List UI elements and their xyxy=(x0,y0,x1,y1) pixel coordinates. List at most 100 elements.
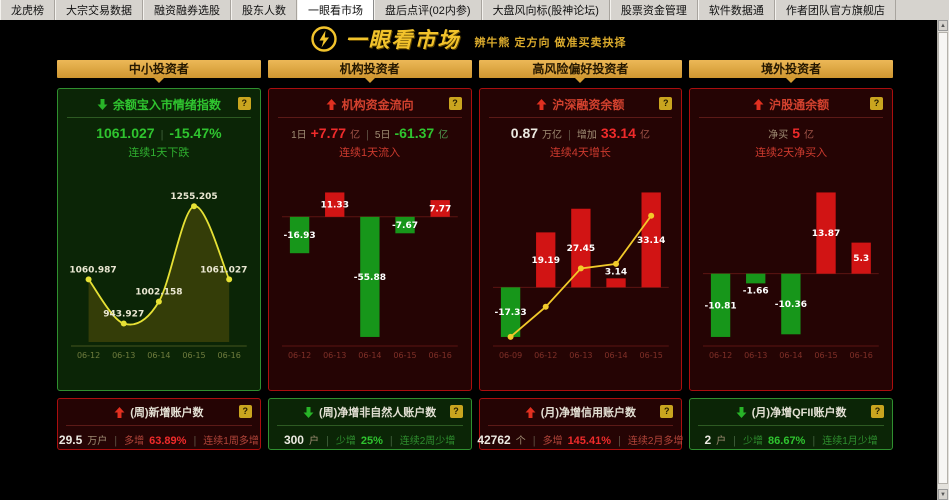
value-part: 户 xyxy=(308,436,319,447)
svg-text:1061.027: 1061.027 xyxy=(200,265,247,275)
hk-connect-bar-chart: 06-12 06-13 06-14 06-15 06-16 -10.81 -1.66 -10.… xyxy=(699,162,883,362)
value-separator: | xyxy=(160,129,164,141)
panel-weekly-non-natural-accounts: (周)净增非自然人账户数 ? 300 户 | 少增 25% | 连续2周少增 xyxy=(267,398,472,450)
svg-text:06-14: 06-14 xyxy=(780,351,803,360)
svg-text:1060.987: 1060.987 xyxy=(69,265,116,275)
value-part: 连续1月少增 xyxy=(822,436,878,447)
help-icon[interactable]: ? xyxy=(449,405,463,418)
tab-大盘风向标(股神论坛)[interactable]: 大盘风向标(股神论坛) xyxy=(481,0,610,20)
svg-text:06-16: 06-16 xyxy=(218,351,241,360)
tab-软件数据通[interactable]: 软件数据通 xyxy=(697,0,775,20)
tab-股票资金管理[interactable]: 股票资金管理 xyxy=(609,0,698,20)
value-part: 连续2周少增 xyxy=(399,436,456,447)
svg-text:06-13: 06-13 xyxy=(744,351,767,360)
help-icon[interactable]: ? xyxy=(870,97,883,110)
value-part: 少增 xyxy=(335,436,356,447)
tab-大宗交易数据[interactable]: 大宗交易数据 xyxy=(55,0,143,20)
panel-title: 沪股通余额 xyxy=(769,97,830,112)
column-header-foreign: 境外投资者 xyxy=(689,60,893,83)
svg-text:1255.205: 1255.205 xyxy=(170,192,217,202)
value-part: 86.67% xyxy=(768,435,806,447)
panel-title: (周)净增非自然人账户数 xyxy=(318,407,437,419)
value-part: 多增 xyxy=(124,436,145,447)
margin-balance-bar-line-chart: 06-09 06-12 06-13 06-14 06-15 -17.33 19.19 27.4… xyxy=(489,162,673,362)
value-part: -15.47% xyxy=(169,125,222,141)
up-arrow-icon xyxy=(753,98,764,110)
value-part: 亿 xyxy=(350,130,361,141)
value-separator: | xyxy=(812,435,816,447)
tab-股东人数[interactable]: 股东人数 xyxy=(231,0,297,20)
svg-text:-10.81: -10.81 xyxy=(705,301,737,311)
value-part: 少增 xyxy=(743,436,764,447)
up-arrow-icon xyxy=(326,98,337,110)
svg-text:-1.66: -1.66 xyxy=(743,286,769,296)
value-part: 5日 xyxy=(374,130,391,141)
tab-盘后点评(02内参)[interactable]: 盘后点评(02内参) xyxy=(374,0,482,20)
value-part: 净买 xyxy=(768,130,789,141)
panel-values: 净买 5 亿 xyxy=(699,125,883,141)
svg-text:06-12: 06-12 xyxy=(288,351,311,360)
svg-text:7.77: 7.77 xyxy=(429,204,451,214)
svg-text:06-15: 06-15 xyxy=(639,351,662,360)
column-foreign-investors: 境外投资者 沪股通余额 ? 净买 5 亿 连续2天净买入 06-12 06-13 06-… xyxy=(689,60,893,450)
panel-values: 1日 +7.77 亿 | 5日 -61.37 亿 xyxy=(278,125,462,141)
panel-institutional-fund-flow: 机构资金流向 ? 1日 +7.77 亿 | 5日 -61.37 亿 连续1天流入 06-12… xyxy=(267,88,472,391)
svg-text:06-12: 06-12 xyxy=(534,351,557,360)
value-part: 2 xyxy=(704,433,712,447)
panel-title: 机构资金流向 xyxy=(341,97,414,112)
tab-一眼看市场[interactable]: 一眼看市场 xyxy=(297,0,374,20)
help-icon[interactable]: ? xyxy=(238,405,252,418)
svg-text:06-14: 06-14 xyxy=(358,351,381,360)
help-icon[interactable]: ? xyxy=(659,97,673,110)
scrollbar-up-arrow-icon[interactable]: ▲ xyxy=(938,20,948,31)
svg-text:33.14: 33.14 xyxy=(636,236,664,246)
help-icon[interactable]: ? xyxy=(448,97,462,110)
value-part: -61.37 xyxy=(394,125,435,141)
panel-monthly-credit-accounts: (月)净增信用账户数 ? 42762 个 | 多增 145.41% | 连续2月多增 xyxy=(477,398,683,450)
value-part: 25% xyxy=(360,435,383,447)
help-icon[interactable]: ? xyxy=(237,97,251,110)
divider xyxy=(67,117,251,118)
value-separator: | xyxy=(733,435,737,447)
value-part: 多增 xyxy=(542,436,563,447)
svg-text:11.33: 11.33 xyxy=(320,201,348,211)
svg-text:5.3: 5.3 xyxy=(853,254,869,264)
svg-text:06-13: 06-13 xyxy=(323,351,346,360)
stat-values: 300 户 | 少增 25% | 连续2周少增 xyxy=(277,432,463,447)
streak-text: 连续1天下跌 xyxy=(128,147,190,159)
down-arrow-icon xyxy=(303,406,314,418)
help-icon[interactable]: ? xyxy=(871,405,884,418)
tab-作者团队官方旗舰店[interactable]: 作者团队官方旗舰店 xyxy=(774,0,896,20)
scrollbar-down-arrow-icon[interactable]: ▼ xyxy=(938,489,948,500)
scrollbar-thumb[interactable] xyxy=(938,32,948,484)
value-part: 亿 xyxy=(639,130,650,141)
panel-monthly-qfii-accounts: (月)净增QFII账户数 ? 2 户 | 少增 86.67% | 连续1月少增 xyxy=(689,398,893,450)
tab-融资融券选股[interactable]: 融资融券选股 xyxy=(143,0,231,20)
svg-text:06-14: 06-14 xyxy=(604,351,627,360)
panel-margin-balance: 沪深融资余额 ? 0.87 万亿 | 增加 33.14 亿 连续4天增长 06-09 06-… xyxy=(478,88,683,391)
panel-values: 1061.027 | -15.47% xyxy=(67,125,251,141)
svg-text:06-15: 06-15 xyxy=(815,351,838,360)
panel-values: 0.87 万亿 | 增加 33.14 亿 xyxy=(489,125,673,141)
value-part: 增加 xyxy=(576,130,597,141)
vertical-scrollbar[interactable]: ▲ ▼ xyxy=(937,20,949,500)
divider xyxy=(276,425,463,426)
value-part: 亿 xyxy=(804,130,815,141)
value-separator: | xyxy=(325,435,329,447)
divider xyxy=(487,425,674,426)
panel-yuebao-sentiment-index: 余额宝入市情绪指数 ? 1061.027 | -15.47% 连续1天下跌 06-1… xyxy=(57,88,261,391)
divider xyxy=(699,117,883,118)
tab-bar: 龙虎榜 大宗交易数据 融资融券选股 股东人数 一眼看市场 盘后点评(02内参) 大盘风向标(… xyxy=(0,0,949,21)
tab-龙虎榜[interactable]: 龙虎榜 xyxy=(0,0,55,20)
panel-hk-connect-balance: 沪股通余额 ? 净买 5 亿 连续2天净买入 06-12 06-13 06-14 06-1… xyxy=(689,88,893,391)
help-icon[interactable]: ? xyxy=(660,405,674,418)
divider xyxy=(488,117,673,118)
column-header-retail: 中小投资者 xyxy=(57,60,261,83)
svg-text:06-09: 06-09 xyxy=(498,351,521,360)
brand-tagline: 辨牛熊 定方向 做准买卖抉择 xyxy=(474,37,627,49)
panel-title: 沪深融资余额 xyxy=(552,97,625,112)
svg-text:06-16: 06-16 xyxy=(850,351,873,360)
svg-text:3.14: 3.14 xyxy=(604,267,626,277)
svg-text:19.19: 19.19 xyxy=(531,256,559,266)
value-part: 145.41% xyxy=(567,435,611,447)
